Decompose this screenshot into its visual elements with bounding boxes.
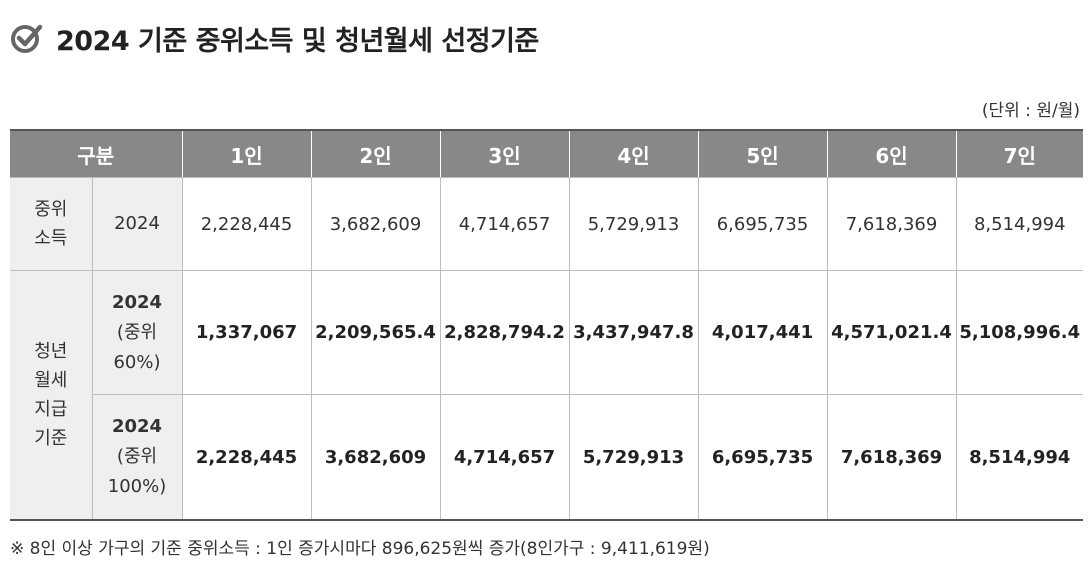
table-cell: 7,618,369 bbox=[827, 394, 957, 521]
row-sub-year: 2024 bbox=[92, 177, 183, 271]
table-cell: 7,618,369 bbox=[827, 177, 957, 271]
sub-year: 2024 bbox=[111, 291, 163, 313]
header-row: 구분 1인 2인 3인 4인 5인 6인 7인 bbox=[10, 130, 1083, 178]
row-group-rent: 청년 월세 지급 기준 bbox=[10, 270, 93, 521]
table-cell: 4,571,021.4 bbox=[827, 270, 957, 395]
table-cell: 2,228,445 bbox=[182, 394, 312, 521]
table-cell: 3,682,609 bbox=[311, 177, 441, 271]
sub-year: 2024 bbox=[111, 416, 163, 437]
row-group-median: 중위 소득 bbox=[10, 177, 93, 271]
table-cell: 4,714,657 bbox=[440, 177, 570, 271]
group-label: 중위 소득 bbox=[34, 199, 68, 249]
table-cell: 4,017,441 bbox=[698, 270, 828, 395]
header-group: 구분 bbox=[10, 130, 183, 178]
header-col: 3인 bbox=[440, 130, 570, 178]
table-cell: 5,729,913 bbox=[569, 177, 699, 271]
group-label: 청년 월세 지급 기준 bbox=[34, 341, 68, 449]
unit-label: (단위 : 원/월) bbox=[981, 101, 1080, 121]
page-title: 2024 기준 중위소득 및 청년월세 선정기준 bbox=[56, 25, 539, 57]
table-cell: 5,108,996.4 bbox=[956, 270, 1083, 395]
table-cell: 8,514,994 bbox=[956, 177, 1083, 271]
table-cell: 5,729,913 bbox=[569, 394, 699, 521]
table-row-rent60: 청년 월세 지급 기준 2024 (중위 60%) 1,337,067 2,20… bbox=[10, 270, 1083, 521]
header-col: 2인 bbox=[311, 130, 441, 178]
table-cell: 2,209,565.4 bbox=[311, 270, 441, 395]
sub-detail: (중위 60%) bbox=[113, 321, 161, 373]
header-col: 4인 bbox=[569, 130, 699, 178]
table-cell: 3,437,947.8 bbox=[569, 270, 699, 395]
table-cell: 1,337,067 bbox=[182, 270, 312, 395]
table-cell: 6,695,735 bbox=[698, 394, 828, 521]
check-circle-icon bbox=[11, 24, 43, 53]
title-row: 2024 기준 중위소득 및 청년월세 선정기준 bbox=[10, 18, 539, 58]
sub-detail: (중위 100%) bbox=[107, 446, 167, 497]
table-cell: 4,714,657 bbox=[440, 394, 570, 521]
row-sub-rent60: 2024 (중위 60%) bbox=[92, 270, 183, 395]
header-col: 7인 bbox=[956, 130, 1083, 178]
footnote: ※ 8인 이상 가구의 기준 중위소득 : 1인 증가시마다 896,625원씩… bbox=[10, 539, 710, 559]
table-cell: 3,682,609 bbox=[311, 394, 441, 521]
header-col: 1인 bbox=[182, 130, 312, 178]
table-cell: 6,695,735 bbox=[698, 177, 828, 271]
income-table: 구분 1인 2인 3인 4인 5인 6인 7인 중위 소득 2024 2,228… bbox=[10, 129, 1083, 521]
table-cell: 2,828,794.2 bbox=[440, 270, 570, 395]
table-cell: 8,514,994 bbox=[956, 394, 1083, 521]
row-sub-rent100: 2024 (중위 100%) bbox=[92, 394, 183, 521]
header-col: 5인 bbox=[698, 130, 828, 178]
header-col: 6인 bbox=[827, 130, 957, 178]
table-row-median: 중위 소득 2024 2,228,445 3,682,609 4,714,657… bbox=[10, 177, 1083, 271]
table-row-rent100: 2024 (중위 100%) 2,228,445 3,682,609 4,714… bbox=[10, 394, 1083, 521]
table-cell: 2,228,445 bbox=[182, 177, 312, 271]
